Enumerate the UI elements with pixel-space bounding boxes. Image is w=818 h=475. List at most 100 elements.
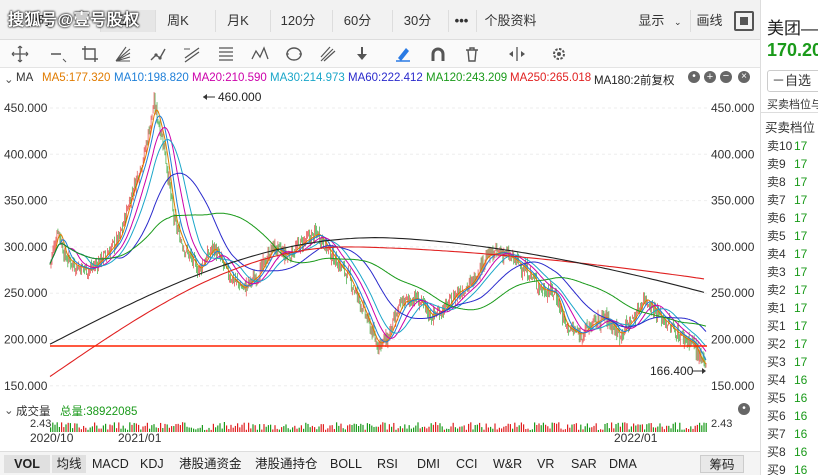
volume-bar	[87, 429, 89, 432]
volume-bar	[637, 424, 639, 432]
volume-bar	[228, 428, 230, 432]
chips-button[interactable]: 筹码	[700, 455, 744, 473]
highlighter-icon[interactable]	[393, 44, 413, 64]
tab-intraday[interactable]: 分时	[24, 13, 51, 28]
volume-bar	[281, 427, 283, 432]
volume-bar	[252, 424, 254, 432]
tab-macd[interactable]: MACD	[92, 457, 129, 471]
order-book-label: 买6	[767, 409, 786, 423]
draw-line-button[interactable]: 画线	[690, 10, 728, 32]
parallel-lines-icon[interactable]	[182, 44, 202, 64]
volume-bar	[663, 429, 665, 432]
volume-bar	[67, 422, 69, 432]
volume-bar	[481, 427, 483, 432]
volume-bar	[402, 428, 404, 432]
add-watchlist-button[interactable]: －自选	[767, 70, 818, 92]
volume-bar	[602, 429, 604, 432]
volume-bar	[635, 425, 637, 432]
volume-bar	[221, 428, 223, 432]
volume-bar	[190, 427, 192, 432]
volume-chart[interactable]: 2.43 2.43	[0, 418, 760, 432]
tab-hk-connect-funds[interactable]: 港股通资金	[179, 457, 242, 471]
volume-bar	[670, 428, 672, 432]
tab-cci[interactable]: CCI	[456, 457, 478, 471]
horizontal-levels-icon[interactable]	[216, 44, 236, 64]
collapse-icon[interactable]: ⌄	[4, 405, 14, 417]
tab-wr[interactable]: W&R	[493, 457, 523, 471]
volume-bar	[102, 425, 104, 432]
tab-vol[interactable]: VOL	[4, 455, 50, 473]
tab-monthly-k[interactable]: 月K	[215, 10, 260, 32]
volume-bar	[611, 422, 613, 432]
pitchfork-icon[interactable]	[318, 44, 338, 64]
volume-bar	[699, 422, 701, 432]
arrow-down-icon[interactable]	[352, 44, 372, 64]
tab-sar[interactable]: SAR	[571, 457, 597, 471]
tab-vr[interactable]: VR	[537, 457, 555, 471]
order-book-row: 买9 16	[767, 461, 807, 475]
volume-bar	[435, 422, 437, 432]
tab-stock-profile[interactable]: 个股资料	[476, 10, 544, 32]
volume-bar	[120, 428, 122, 432]
ma180-value: MA180:2前复权	[594, 75, 675, 87]
wave-tool-icon[interactable]	[250, 44, 270, 64]
crosshair-icon[interactable]	[10, 44, 30, 64]
ma-line	[49, 246, 705, 377]
line-tool-icon[interactable]	[48, 44, 68, 64]
tab-hk-connect-holdings[interactable]: 港股通持仓	[255, 457, 318, 471]
tab-120min[interactable]: 120分	[270, 10, 325, 32]
order-book-label: 买1	[767, 319, 786, 333]
tab-60min[interactable]: 60分	[332, 10, 382, 32]
tab-dma[interactable]: DMA	[609, 457, 637, 471]
ma-line	[49, 237, 705, 345]
order-book-row: 买8 16	[767, 443, 807, 460]
volume-bar	[292, 427, 294, 432]
candlestick-chart[interactable]: 450.000 400.000 350.000 300.000 250.000 200.0…	[0, 88, 760, 400]
collapse-icon[interactable]: ⌄	[4, 74, 14, 86]
fullscreen-icon[interactable]	[734, 11, 754, 31]
settings-circle-icon[interactable]: •	[688, 71, 700, 83]
volume-bar	[173, 426, 175, 432]
close-icon[interactable]: ×	[738, 71, 750, 83]
trash-icon[interactable]	[462, 44, 482, 64]
price-gridlines	[50, 107, 707, 387]
order-book-row: 买7 16	[767, 425, 807, 442]
circle-tool-icon[interactable]	[284, 44, 304, 64]
fit-horizontal-icon[interactable]	[507, 44, 527, 64]
tab-rsi[interactable]: RSI	[377, 457, 398, 471]
tab-boll[interactable]: BOLL	[330, 457, 362, 471]
stock-price: 170.20	[767, 40, 818, 60]
volume-bar	[325, 429, 327, 432]
magnet-icon[interactable]	[428, 44, 448, 64]
volume-bar	[553, 422, 555, 432]
order-book-label: 卖5	[767, 229, 786, 243]
candles	[49, 92, 707, 369]
more-periods-button[interactable]: •••	[448, 10, 474, 32]
tab-weekly-k[interactable]: 周K	[155, 10, 200, 32]
tab-dmi[interactable]: DMI	[417, 457, 440, 471]
tab-daily-k[interactable]: 日K	[100, 10, 155, 32]
gear-icon[interactable]	[549, 44, 569, 64]
ma60-value: MA60:222.412	[348, 72, 423, 84]
tab-30min[interactable]: 30分	[392, 10, 442, 32]
volume-bar	[696, 424, 698, 432]
volume-bar	[349, 424, 351, 432]
volume-bar	[580, 424, 582, 432]
volume-bar	[624, 422, 626, 432]
crop-tool-icon[interactable]	[80, 44, 100, 64]
volume-bar	[157, 428, 159, 432]
volume-bar	[182, 422, 184, 432]
add-indicator-icon[interactable]: +	[704, 71, 716, 83]
volume-bar	[177, 423, 179, 432]
order-book-price: 17	[794, 301, 808, 315]
display-dropdown[interactable]: 显示 ⌄	[630, 10, 690, 32]
tab-kdj[interactable]: KDJ	[140, 457, 164, 471]
volume-bar	[520, 422, 522, 432]
volume-bar	[186, 426, 188, 432]
tab-ma[interactable]: 均线	[52, 455, 86, 473]
remove-indicator-icon[interactable]: −	[720, 71, 732, 83]
path-tool-icon[interactable]	[148, 44, 168, 64]
volume-bar	[146, 422, 148, 432]
settings-circle-icon[interactable]: •	[738, 403, 750, 415]
fan-tool-icon[interactable]	[113, 44, 133, 64]
